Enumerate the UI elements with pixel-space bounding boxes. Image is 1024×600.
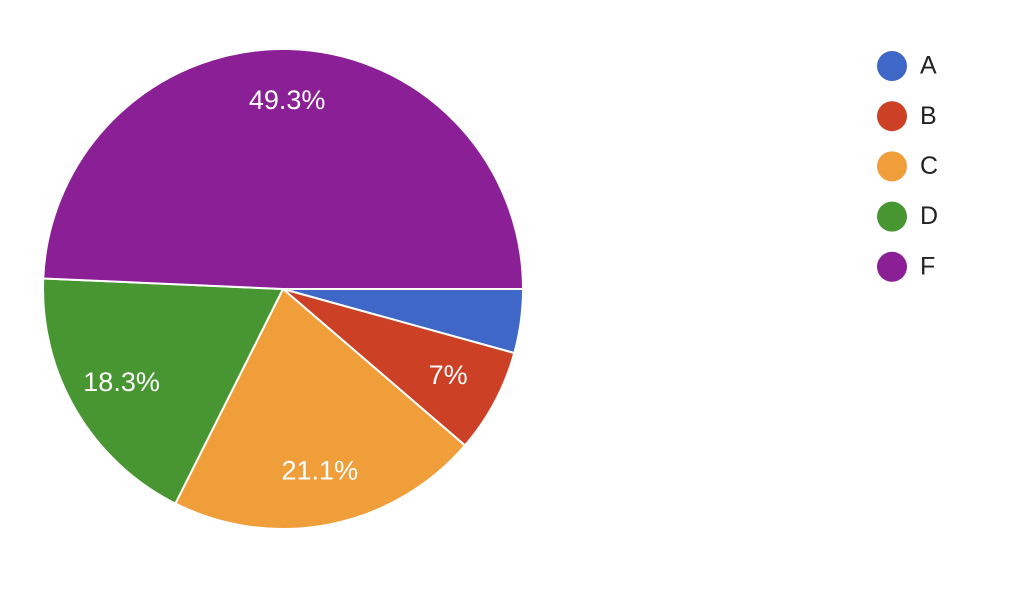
pie-slice bbox=[174, 287, 467, 530]
legend-label: F bbox=[920, 252, 935, 280]
slice-label: 7% bbox=[429, 360, 468, 390]
legend-swatch bbox=[877, 201, 907, 232]
legend-label: B bbox=[920, 102, 937, 130]
slice-label: 18.3% bbox=[83, 367, 160, 397]
slice-label: 49.3% bbox=[249, 85, 326, 115]
legend-swatch bbox=[877, 51, 907, 81]
legend-label: C bbox=[920, 152, 938, 180]
pie-slice bbox=[282, 288, 516, 447]
legend-label: A bbox=[920, 52, 937, 80]
legend-label: D bbox=[920, 202, 938, 230]
legend-swatch bbox=[877, 251, 907, 282]
pie-slice bbox=[42, 48, 525, 290]
legend-swatch bbox=[877, 101, 907, 132]
pie-slice bbox=[42, 277, 285, 505]
legend-swatch bbox=[877, 151, 907, 182]
slice-label: 21.1% bbox=[282, 456, 359, 486]
